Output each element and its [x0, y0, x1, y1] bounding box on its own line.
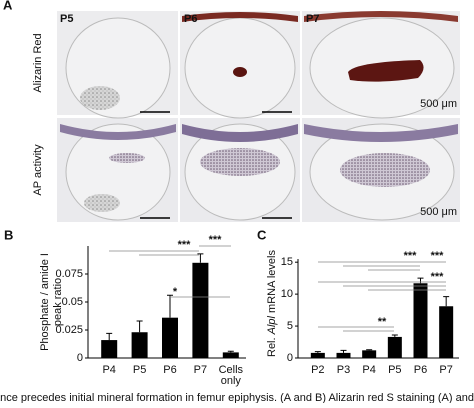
x-tick-label: P7: [193, 365, 208, 376]
error-bar: [443, 296, 450, 307]
panel-label: A: [3, 0, 13, 12]
x-tick-label: P5: [132, 365, 147, 376]
bar: [101, 340, 118, 358]
significance-label: ***: [178, 239, 192, 251]
x-tick-label: P4: [362, 365, 376, 376]
y-tick-label: 0.075: [55, 268, 83, 280]
x-tick-label: P3: [336, 365, 351, 376]
significance-label: **: [378, 316, 387, 328]
column-label: P7: [306, 13, 319, 25]
scale-bar-label: 500 μm: [420, 98, 457, 110]
micrograph-grid: [57, 11, 460, 222]
bar: [439, 306, 454, 358]
x-tick-label-box: P5: [132, 365, 147, 376]
y-axis-label-part: Alpl: [266, 315, 278, 335]
column-label: P5: [60, 13, 73, 25]
y-axis-label: peak ratio: [52, 278, 64, 326]
y-axis-label: Rel. Alpl mRNA levels: [266, 250, 278, 357]
y-tick-label: 15: [281, 256, 293, 268]
significance-label: *: [173, 286, 178, 298]
x-tick-label-box: P6: [163, 365, 177, 376]
x-tick-label-box: P4: [102, 365, 116, 376]
x-tick-label: P7: [439, 365, 453, 376]
bar: [387, 336, 402, 358]
row-label: AP activity: [32, 144, 44, 196]
error-bar: [340, 349, 347, 353]
error-bar: [167, 294, 173, 318]
column-label: P6: [184, 13, 197, 25]
scale-bar-label: 500 μm: [420, 206, 457, 218]
y-axis-label-part: mRNA levels: [266, 250, 278, 317]
y-axis-label: Phosphate / amide I: [39, 253, 51, 351]
error-bar: [197, 253, 204, 263]
x-tick-label: P5: [388, 365, 402, 376]
significance-label: ***: [431, 250, 445, 262]
bar: [413, 283, 428, 358]
panel-label: C: [257, 227, 267, 242]
error-bar: [314, 351, 321, 353]
y-tick-label: 0: [287, 352, 293, 364]
x-tick-label-box: P7: [439, 365, 453, 376]
y-tick-label: 10: [281, 288, 293, 300]
significance-label: ***: [431, 271, 445, 283]
bar: [310, 352, 325, 358]
x-tick-label-box: P5: [388, 365, 402, 376]
y-tick-label: 0.05: [62, 296, 83, 308]
bar: [131, 332, 148, 358]
y-tick-label: 0: [77, 352, 83, 364]
x-tick-label-box: P6: [413, 365, 428, 376]
x-tick-label-box: P4: [362, 365, 376, 376]
bar: [336, 352, 351, 358]
x-tick-label: P2: [311, 365, 325, 376]
x-tick-label: P6: [413, 365, 428, 376]
error-bar: [366, 349, 373, 351]
significance-label: ***: [209, 234, 223, 246]
bar: [222, 352, 239, 358]
y-axis-label-part: Rel.: [266, 334, 278, 357]
panel-label: B: [4, 227, 13, 242]
error-bar: [136, 320, 143, 333]
y-tick-label: 0.025: [55, 324, 83, 336]
x-tick-label-box: P2: [311, 365, 325, 376]
error-bar: [106, 332, 113, 341]
bar: [192, 262, 209, 358]
x-tick-label: Cells only: [218, 365, 244, 387]
x-tick-label-box: P3: [336, 365, 351, 376]
x-tick-label: P6: [163, 365, 177, 376]
x-tick-label-box: Cells only: [218, 365, 244, 387]
x-tick-label-box: P7: [193, 365, 208, 376]
error-bar: [227, 350, 234, 353]
bar: [362, 350, 377, 358]
x-tick-label: P4: [102, 365, 116, 376]
y-tick-label: 5: [287, 320, 293, 332]
caption: ance precedes initial mineral formation …: [0, 392, 474, 403]
bar: [162, 317, 178, 358]
row-label: Alizarin Red: [32, 33, 44, 92]
significance-label: ***: [404, 250, 418, 262]
error-bar: [391, 334, 398, 337]
error-bar: [417, 277, 424, 284]
